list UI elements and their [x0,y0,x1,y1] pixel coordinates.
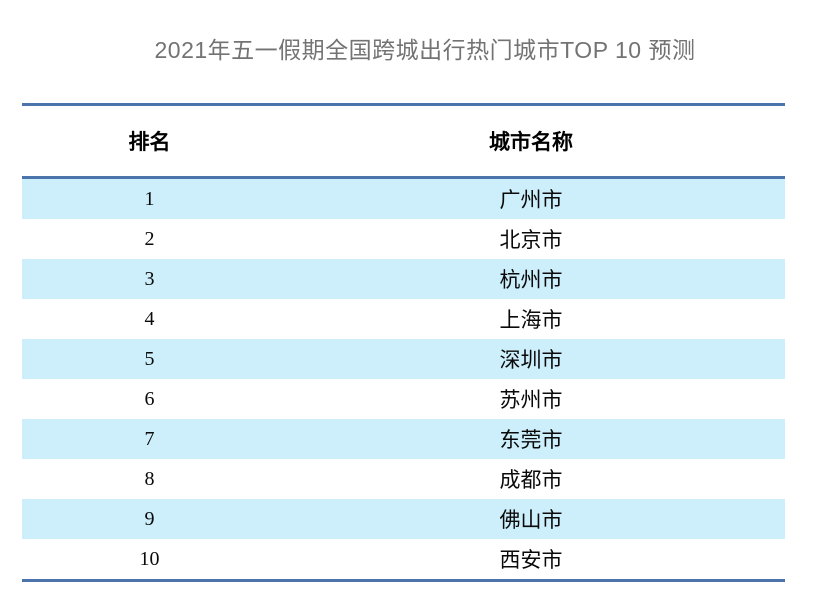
rank-cell: 2 [144,227,155,250]
table-bottom-rule [22,579,785,582]
city-cell: 成都市 [499,469,563,492]
table-row: 8 成都市 [22,459,785,499]
table-row: 2 北京市 [22,219,785,259]
rank-cell: 3 [144,267,155,290]
table-body: 1 广州市 2 北京市 3 杭州市 4 上海市 5 深圳市 6 苏州市 7 东莞市 8 成都市 9 佛山市 10 西安… [22,179,785,579]
table-header-row: 排名 城市名称 [22,106,785,176]
top10-table: 排名 城市名称 1 广州市 2 北京市 3 杭州市 4 上海市 5 深圳市 6 苏州市 7 东莞市 8 成都市… [22,103,785,582]
rank-cell: 6 [144,387,155,410]
city-cell: 杭州市 [499,269,563,292]
city-cell: 西安市 [499,549,563,572]
table-row: 4 上海市 [22,299,785,339]
table-row: 5 深圳市 [22,339,785,379]
rank-cell: 1 [144,187,155,210]
city-cell: 苏州市 [499,389,563,412]
column-header-rank: 排名 [128,131,171,154]
column-header-city: 城市名称 [489,131,573,154]
table-row: 6 苏州市 [22,379,785,419]
table-top-rule [22,103,785,106]
city-cell: 北京市 [499,229,563,252]
city-cell: 广州市 [499,189,563,212]
table-row: 1 广州市 [22,179,785,219]
city-cell: 深圳市 [499,349,563,372]
city-cell: 东莞市 [499,429,563,452]
rank-cell: 9 [144,507,155,530]
rank-cell: 7 [144,427,155,450]
city-cell: 上海市 [499,309,563,332]
rank-cell: 10 [139,547,160,570]
rank-cell: 8 [144,467,155,490]
table-row: 10 西安市 [22,539,785,579]
city-cell: 佛山市 [499,509,563,532]
table-header-rule [22,176,785,179]
rank-cell: 4 [144,307,155,330]
table-row: 9 佛山市 [22,499,785,539]
table-row: 7 东莞市 [22,419,785,459]
rank-cell: 5 [144,347,155,370]
table-row: 3 杭州市 [22,259,785,299]
page-title: 2021年五一假期全国跨城出行热门城市TOP 10 预测 [154,37,696,63]
